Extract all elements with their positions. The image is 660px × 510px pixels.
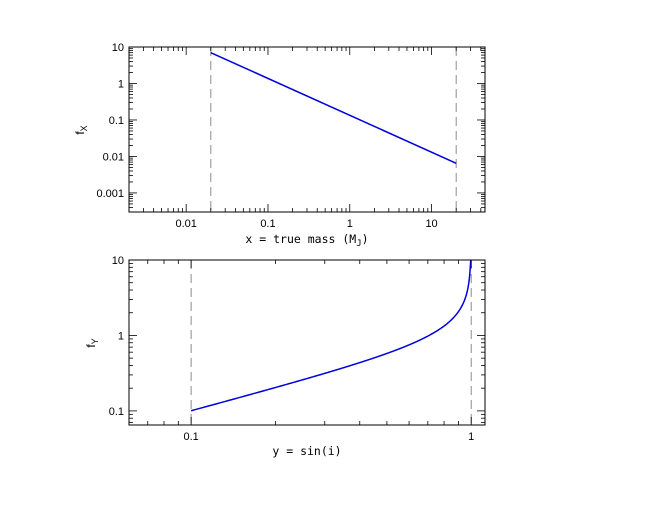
bottom-y-axis-label: fY (84, 338, 100, 347)
x-tick-label: 0.1 (183, 431, 198, 443)
y-tick-label: 1 (118, 78, 124, 90)
panel-bottom: 0.1 1 0.1 1 10 y = sin(i) fY (84, 255, 486, 458)
y-tick-label: 10 (112, 255, 124, 267)
top-x-axis-label: x = true mass (MJ) (245, 232, 368, 249)
top-plot-frame (128, 46, 486, 213)
panel-top: 0.01 0.1 1 10 0.001 0.01 0.1 1 10 x = true mass … (73, 42, 486, 249)
fy-curve (190, 259, 472, 412)
x-tick-label: 0.1 (260, 218, 275, 230)
x-tick-label: 1 (347, 218, 353, 230)
y-tick-label: 10 (112, 42, 124, 54)
y-tick-label: 1 (118, 330, 124, 342)
y-tick-label: 0.001 (96, 188, 124, 200)
top-y-axis-label: fX (73, 125, 89, 134)
y-tick-label: 0.1 (109, 115, 124, 127)
bottom-plot-frame (128, 259, 486, 426)
y-tick-label: 0.1 (109, 406, 124, 418)
bottom-x-axis-label: y = sin(i) (272, 444, 341, 458)
fx-curve (210, 51, 457, 164)
x-tick-label: 1 (468, 431, 474, 443)
x-tick-label: 0.01 (175, 218, 196, 230)
y-tick-label: 0.01 (103, 151, 124, 163)
x-tick-label: 10 (425, 218, 437, 230)
